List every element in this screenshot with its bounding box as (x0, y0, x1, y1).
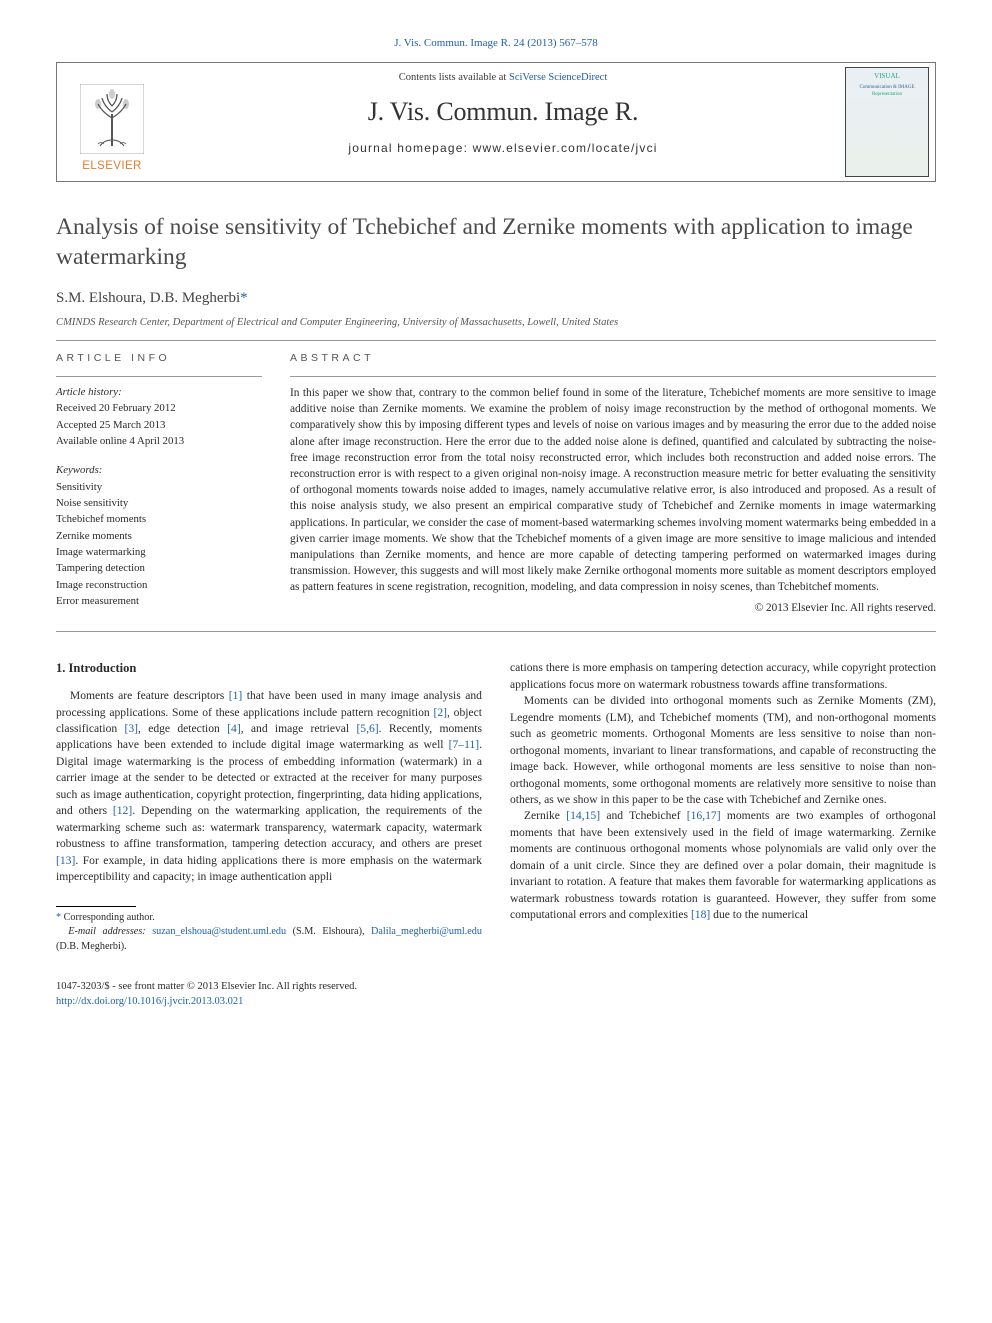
keyword: Image reconstruction (56, 578, 262, 593)
ref-link[interactable]: [13] (56, 854, 75, 867)
text-run: , edge detection (138, 722, 227, 735)
keyword: Zernike moments (56, 529, 262, 544)
keyword: Tampering detection (56, 561, 262, 576)
cover-thumbnail-slot: VISUAL Communication & IMAGE Representat… (839, 63, 935, 181)
article-info-rule (56, 376, 262, 377)
cover-word-2: Communication & IMAGE (846, 84, 928, 91)
author-email-link[interactable]: Dalila_megherbi@uml.edu (371, 926, 482, 937)
contents-lists-line: Contents lists available at SciVerse Sci… (177, 71, 829, 86)
keyword: Tchebichef moments (56, 512, 262, 527)
ref-link[interactable]: [18] (691, 908, 710, 921)
abstract-copyright: © 2013 Elsevier Inc. All rights reserved… (290, 601, 936, 617)
footnote-separator (56, 906, 136, 907)
abstract-text: In this paper we show that, contrary to … (290, 385, 936, 595)
divider-rule-2 (56, 631, 936, 632)
author-list: S.M. Elshoura, D.B. Megherbi* (56, 288, 936, 309)
intro-paragraph-2: Moments can be divided into orthogonal m… (510, 693, 936, 808)
history-label: Article history: (56, 385, 262, 400)
ref-link[interactable]: [5,6] (356, 722, 378, 735)
publisher-block: ELSEVIER (57, 63, 167, 181)
homepage-url: www.elsevier.com/locate/jvci (473, 141, 658, 155)
affiliation: CMINDS Research Center, Department of El… (56, 315, 936, 330)
email-label: E-mail addresses: (68, 926, 152, 937)
corresponding-author-marker[interactable]: * (240, 290, 248, 306)
page-footer: 1047-3203/$ - see front matter © 2013 El… (56, 980, 936, 1010)
article-info-block: ARTICLE INFO Article history: Received 2… (56, 351, 262, 617)
paper-title: Analysis of noise sensitivity of Tchebic… (56, 212, 936, 272)
ref-link[interactable]: [1] (229, 689, 243, 702)
ref-link[interactable]: [16,17] (687, 809, 721, 822)
abstract-block: ABSTRACT In this paper we show that, con… (290, 351, 936, 617)
history-received: Received 20 February 2012 (56, 401, 262, 416)
email-who-2: (D.B. Megherbi). (56, 941, 127, 952)
cover-word-1: VISUAL (846, 72, 928, 82)
abstract-label: ABSTRACT (290, 351, 936, 366)
ref-link[interactable]: [2] (433, 706, 447, 719)
journal-cover-thumbnail: VISUAL Communication & IMAGE Representat… (845, 67, 929, 177)
corr-text: Corresponding author. (64, 912, 155, 923)
history-online: Available online 4 April 2013 (56, 434, 262, 449)
body-two-column: 1. Introduction Moments are feature desc… (56, 660, 936, 954)
ref-link[interactable]: [3] (124, 722, 138, 735)
journal-name: J. Vis. Commun. Image R. (177, 94, 829, 131)
email-footnote: E-mail addresses: suzan_elshoua@student.… (56, 925, 482, 954)
intro-paragraph-3: Zernike [14,15] and Tchebichef [16,17] m… (510, 808, 936, 923)
email-who-1: (S.M. Elshoura), (286, 926, 371, 937)
text-run: due to the numerical (710, 908, 808, 921)
keyword: Error measurement (56, 594, 262, 609)
text-run: . For example, in data hiding applicatio… (56, 854, 482, 883)
text-run: Moments are feature descriptors (70, 689, 229, 702)
text-run: Zernike (524, 809, 566, 822)
ref-link[interactable]: [7–11] (449, 738, 479, 751)
contents-prefix: Contents lists available at (399, 72, 509, 83)
sciencedirect-link[interactable]: SciVerse ScienceDirect (509, 72, 607, 83)
keyword: Sensitivity (56, 480, 262, 495)
homepage-prefix: journal homepage: (348, 141, 472, 155)
star-icon: * (56, 912, 64, 923)
running-header-citation: J. Vis. Commun. Image R. 24 (2013) 567–5… (56, 36, 936, 52)
doi-link[interactable]: http://dx.doi.org/10.1016/j.jvcir.2013.0… (56, 996, 243, 1007)
keyword: Image watermarking (56, 545, 262, 560)
text-run: moments are two examples of orthogonal m… (510, 809, 936, 921)
abstract-rule (290, 376, 936, 377)
ref-link[interactable]: [12] (113, 804, 132, 817)
ref-link[interactable]: [4] (227, 722, 241, 735)
intro-paragraph-1-continued: cations there is more emphasis on tamper… (510, 660, 936, 693)
corresponding-author-footnote: * Corresponding author. (56, 911, 482, 925)
publisher-name: ELSEVIER (82, 158, 141, 174)
article-info-label: ARTICLE INFO (56, 351, 262, 366)
section-heading-introduction: 1. Introduction (56, 660, 482, 678)
authors-text: S.M. Elshoura, D.B. Megherbi (56, 290, 240, 306)
intro-paragraph-1: Moments are feature descriptors [1] that… (56, 688, 482, 885)
history-accepted: Accepted 25 March 2013 (56, 418, 262, 433)
text-run: , and image retrieval (241, 722, 357, 735)
issn-copyright-line: 1047-3203/$ - see front matter © 2013 El… (56, 980, 936, 995)
keyword: Noise sensitivity (56, 496, 262, 511)
masthead: ELSEVIER Contents lists available at Sci… (56, 62, 936, 182)
divider-rule (56, 340, 936, 341)
author-email-link[interactable]: suzan_elshoua@student.uml.edu (152, 926, 286, 937)
journal-homepage-line: journal homepage: www.elsevier.com/locat… (177, 140, 829, 157)
ref-link[interactable]: [14,15] (566, 809, 600, 822)
cover-word-3: Representation (846, 91, 928, 98)
elsevier-tree-icon (80, 84, 144, 154)
text-run: and Tchebichef (600, 809, 687, 822)
footnotes-block: * Corresponding author. E-mail addresses… (56, 911, 482, 954)
article-meta-row: ARTICLE INFO Article history: Received 2… (56, 351, 936, 617)
keywords-label: Keywords: (56, 463, 262, 478)
masthead-center: Contents lists available at SciVerse Sci… (167, 63, 839, 181)
